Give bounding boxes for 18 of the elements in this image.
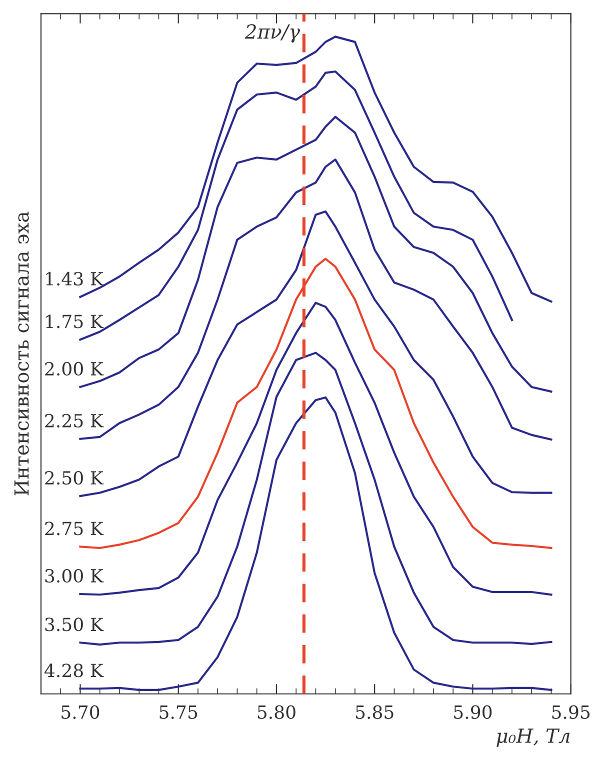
series-label: 3.50 K: [45, 618, 104, 632]
series-label: 2.00 K: [45, 362, 104, 376]
x-tick-label: 5.90: [454, 705, 492, 719]
series-label: 1.75 K: [46, 314, 104, 328]
x-axis-title: μ₀H, Тл: [496, 728, 570, 747]
x-tick-label: 5.80: [258, 705, 296, 719]
series-label: 3.00 K: [45, 568, 104, 583]
x-tick-label: 5.75: [160, 706, 198, 719]
ref-line-label: 2πν/γ: [244, 24, 300, 43]
x-tick-label: 5.95: [552, 705, 590, 719]
series-label: 2.75 K: [45, 522, 104, 536]
series-label: 1.43 K: [46, 272, 104, 286]
x-tick-label: 5.70: [62, 705, 100, 719]
series-label: 2.50 K: [45, 471, 104, 485]
x-tick-label: 5.85: [356, 705, 394, 719]
series-label: 4.28 K: [44, 664, 104, 678]
series-label: 2.25 K: [45, 414, 104, 428]
y-axis-title: Интенсивность сигнала эха: [14, 212, 29, 496]
